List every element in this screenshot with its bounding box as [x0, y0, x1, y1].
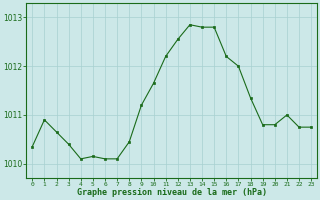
- X-axis label: Graphe pression niveau de la mer (hPa): Graphe pression niveau de la mer (hPa): [77, 188, 267, 197]
